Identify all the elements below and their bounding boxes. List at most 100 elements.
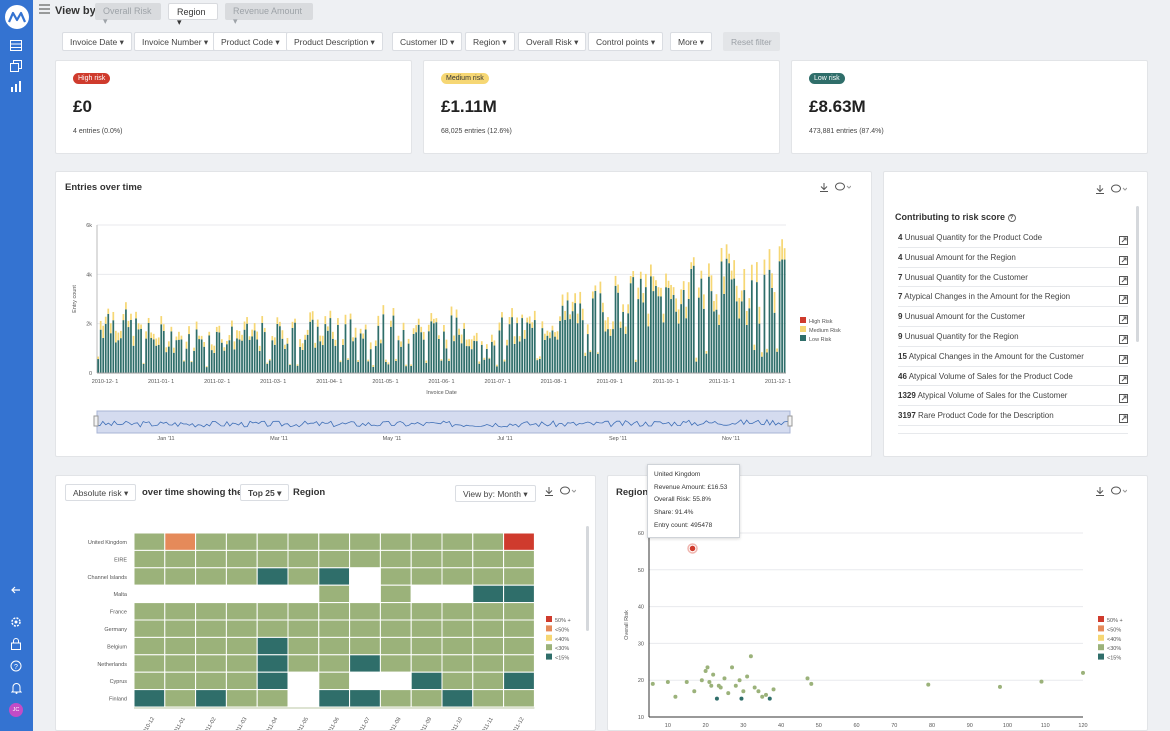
- heatmap-cell[interactable]: [318, 654, 351, 673]
- heatmap-cell[interactable]: [410, 636, 443, 656]
- heatmap-cell[interactable]: [287, 654, 320, 673]
- heatmap-cell[interactable]: [379, 602, 412, 621]
- heatmap-cell[interactable]: [256, 619, 289, 638]
- heatmap-cell[interactable]: [503, 619, 535, 638]
- heatmap-cell[interactable]: [133, 636, 166, 656]
- heatmap-cell[interactable]: [287, 584, 320, 604]
- heatmap-cell[interactable]: [379, 532, 412, 551]
- scatter-point[interactable]: [707, 680, 712, 685]
- scatter-point[interactable]: [709, 683, 714, 688]
- scatter-point[interactable]: [722, 676, 727, 681]
- risk-contributor-item[interactable]: 46 Atypical Volume of Sales for the Prod…: [898, 367, 1128, 387]
- download-icon[interactable]: [544, 486, 554, 499]
- navigator-handle-left[interactable]: [93, 415, 99, 427]
- heatmap-cell[interactable]: [503, 567, 535, 586]
- scatter-point[interactable]: [767, 696, 772, 701]
- heatmap-cell[interactable]: [472, 654, 505, 673]
- filter-invoice-number[interactable]: Invoice Number ▾: [134, 32, 217, 51]
- reset-filter-button[interactable]: Reset filter: [723, 32, 780, 51]
- external-link-icon[interactable]: [1119, 233, 1128, 245]
- heatmap-cell[interactable]: [164, 619, 197, 638]
- scatter-point[interactable]: [684, 680, 689, 685]
- heatmap-cell[interactable]: [379, 619, 412, 638]
- heatmap-cell[interactable]: [379, 636, 412, 656]
- scatter-point[interactable]: [705, 665, 710, 670]
- scatter-point[interactable]: [748, 654, 753, 659]
- heatmap-cell[interactable]: [287, 689, 320, 708]
- heatmap-cell[interactable]: [472, 584, 505, 604]
- scrollbar[interactable]: [1136, 206, 1139, 342]
- scatter-point[interactable]: [726, 691, 731, 696]
- risk-contributor-item[interactable]: 9 Unusual Amount for the Customer: [898, 307, 1128, 327]
- heatmap-cell[interactable]: [133, 602, 166, 621]
- scatter-point[interactable]: [665, 680, 670, 685]
- heatmap-cell[interactable]: [195, 602, 227, 621]
- heatmap-cell[interactable]: [287, 532, 320, 551]
- heatmap-cell[interactable]: [318, 567, 351, 586]
- heatmap-cell[interactable]: [133, 549, 166, 569]
- scatter-point[interactable]: [809, 681, 814, 686]
- heatmap-cell[interactable]: [349, 636, 381, 656]
- filter-invoice-date[interactable]: Invoice Date ▾: [62, 32, 132, 51]
- heatmap-cell[interactable]: [318, 671, 351, 691]
- heatmap-cell[interactable]: [318, 532, 351, 551]
- filter-customer-id[interactable]: Customer ID ▾: [392, 32, 463, 51]
- heatmap-cell[interactable]: [410, 671, 443, 691]
- heatmap-cell[interactable]: [164, 549, 197, 569]
- heatmap-cell[interactable]: [195, 671, 227, 691]
- filter-region[interactable]: Region ▾: [465, 32, 515, 51]
- heatmap-cell[interactable]: [472, 636, 505, 656]
- heatmap-cell[interactable]: [287, 549, 320, 569]
- heatmap-cell[interactable]: [164, 671, 197, 691]
- heatmap-cell[interactable]: [503, 654, 535, 673]
- view-by-month-dropdown[interactable]: View by: Month ▾: [455, 485, 536, 502]
- scatter-point[interactable]: [1039, 679, 1044, 684]
- heatmap-cell[interactable]: [256, 549, 289, 569]
- heatmap-cell[interactable]: [410, 619, 443, 638]
- heatmap-cell[interactable]: [472, 602, 505, 621]
- filter-product-code[interactable]: Product Code ▾: [213, 32, 288, 51]
- heatmap-cell[interactable]: [256, 567, 289, 586]
- scatter-point[interactable]: [703, 669, 708, 673]
- external-link-icon[interactable]: [1119, 352, 1128, 364]
- scatter-point[interactable]: [692, 689, 697, 694]
- heatmap-cell[interactable]: [349, 602, 381, 621]
- external-link-icon[interactable]: [1119, 332, 1128, 344]
- risk-contributor-item[interactable]: 7 Atypical Changes in the Amount for the…: [898, 287, 1128, 308]
- heatmap-cell[interactable]: [410, 567, 443, 586]
- heatmap-cell[interactable]: [349, 619, 381, 638]
- heatmap-cell[interactable]: [472, 532, 505, 551]
- comment-icon[interactable]: [560, 486, 577, 499]
- heatmap-cell[interactable]: [133, 532, 166, 551]
- heatmap-cell[interactable]: [195, 549, 227, 569]
- heatmap-cell[interactable]: [503, 671, 535, 691]
- heatmap-cell[interactable]: [410, 584, 443, 604]
- external-link-icon[interactable]: [1119, 273, 1128, 285]
- heatmap-cell[interactable]: [472, 567, 505, 586]
- menu-icon[interactable]: [39, 4, 51, 16]
- heatmap-cell[interactable]: [225, 619, 258, 638]
- user-avatar[interactable]: JC: [9, 703, 23, 717]
- heatmap-cell[interactable]: [164, 584, 197, 604]
- heatmap-cell[interactable]: [472, 619, 505, 638]
- scatter-point[interactable]: [714, 696, 719, 701]
- heatmap-cell[interactable]: [472, 549, 505, 569]
- heatmap-cell[interactable]: [318, 636, 351, 656]
- metric-dropdown[interactable]: Absolute risk ▾: [65, 484, 137, 501]
- heatmap-cell[interactable]: [349, 584, 381, 604]
- info-icon[interactable]: ?: [1007, 214, 1016, 222]
- external-link-icon[interactable]: [1119, 253, 1128, 265]
- heatmap-cell[interactable]: [441, 549, 474, 569]
- heatmap-cell[interactable]: [349, 654, 381, 673]
- heatmap-cell[interactable]: [287, 602, 320, 621]
- external-link-icon[interactable]: [1119, 372, 1128, 384]
- heatmap-cell[interactable]: [225, 689, 258, 708]
- heatmap-cell[interactable]: [195, 654, 227, 673]
- heatmap-cell[interactable]: [349, 567, 381, 586]
- risk-contributor-item[interactable]: 4 Unusual Quantity for the Product Code: [898, 228, 1128, 248]
- scatter-point[interactable]: [760, 694, 765, 699]
- heatmap-cell[interactable]: [133, 689, 166, 708]
- bell-icon[interactable]: [8, 680, 24, 696]
- navigator-handle-right[interactable]: [787, 415, 793, 427]
- external-link-icon[interactable]: [1119, 292, 1128, 305]
